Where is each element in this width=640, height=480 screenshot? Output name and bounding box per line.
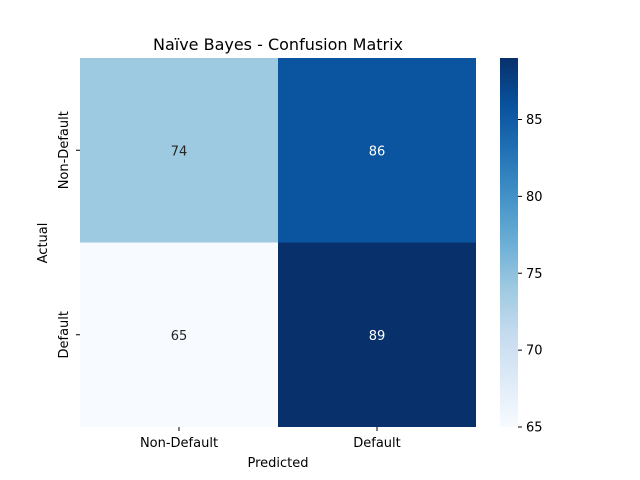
x-tick-label: Default — [353, 436, 401, 451]
cell-annotations: 74 86 65 89 — [171, 144, 386, 344]
y-axis-ticks: Non-Default Default — [57, 111, 80, 359]
y-axis-label: Actual — [36, 223, 51, 264]
heatmap-cells — [80, 58, 476, 427]
colorbar-tick-label: 80 — [526, 190, 543, 205]
y-tick-label: Default — [57, 311, 72, 359]
heatmap-cell — [278, 242, 476, 427]
cell-value-label: 86 — [369, 144, 386, 159]
heatmap-cell — [80, 58, 278, 243]
x-axis-ticks: Non-Default Default — [140, 427, 401, 451]
colorbar — [500, 58, 518, 427]
colorbar-ticks: 65 70 75 80 85 — [518, 113, 543, 436]
heatmap-cell — [80, 242, 278, 427]
x-axis-label: Predicted — [247, 456, 308, 471]
colorbar-tick-label: 65 — [526, 421, 543, 436]
x-tick-label: Non-Default — [140, 436, 218, 451]
cell-value-label: 89 — [369, 329, 386, 344]
heatmap-cell — [278, 58, 476, 243]
cell-value-label: 74 — [171, 144, 188, 159]
cell-value-label: 65 — [171, 329, 188, 344]
chart-title: Naïve Bayes - Confusion Matrix — [153, 35, 403, 54]
colorbar-tick-label: 85 — [526, 113, 543, 128]
colorbar-tick-label: 75 — [526, 267, 543, 282]
colorbar-tick-label: 70 — [526, 344, 543, 359]
y-tick-label: Non-Default — [57, 111, 72, 189]
